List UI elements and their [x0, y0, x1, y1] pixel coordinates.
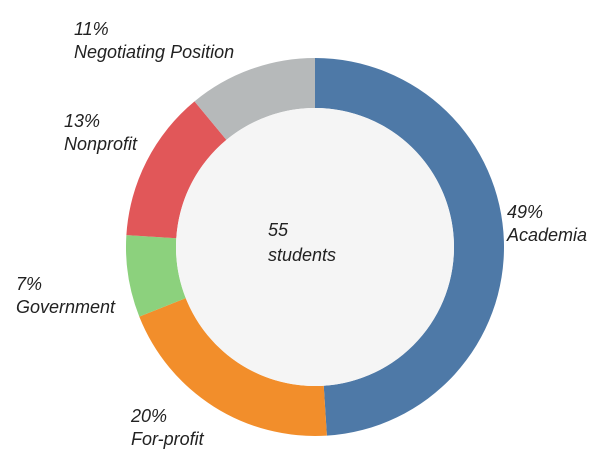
slice-category-label: For-profit: [131, 429, 205, 449]
donut-center: [176, 108, 454, 386]
slice-academia: [315, 58, 504, 436]
slice-category-label: Government: [16, 297, 116, 317]
donut-slices: [126, 58, 504, 436]
slice-percent-label: 11%: [74, 19, 109, 39]
slice-government: [126, 235, 186, 317]
slice-percent-label: 49%: [507, 202, 543, 222]
slice-category-label: Academia: [506, 225, 587, 245]
slice-nonprofit: [126, 101, 227, 239]
slice-for-profit: [139, 298, 327, 436]
slice-percent-label: 20%: [130, 406, 167, 426]
slice-category-label: Negotiating Position: [74, 42, 234, 62]
slice-labels: 49% Academia 20% For-profit 7% Government 13% N…: [16, 19, 587, 449]
slice-category-label: Nonprofit: [64, 134, 138, 154]
slice-percent-label: 7%: [16, 274, 42, 294]
center-value: 55: [268, 220, 289, 240]
center-unit: students: [268, 245, 336, 265]
slice-negotiating-position: [194, 58, 315, 140]
slice-percent-label: 13%: [64, 111, 100, 131]
